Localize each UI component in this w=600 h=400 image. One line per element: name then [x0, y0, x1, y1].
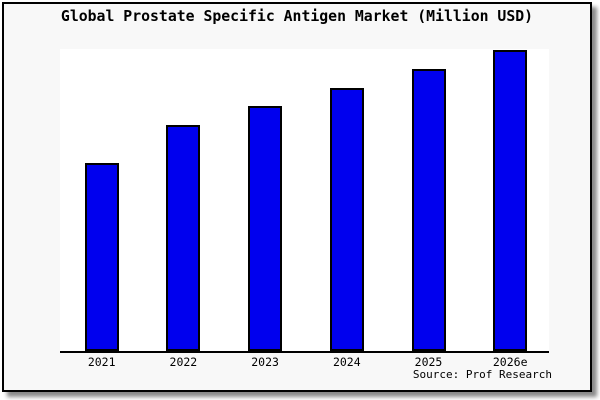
bar-2021: [84, 163, 119, 351]
x-tick-label-2022: 2022: [169, 355, 198, 369]
chart-panel: Global Prostate Specific Antigen Market …: [2, 2, 592, 392]
x-tick-label-2023: 2023: [251, 355, 279, 369]
bar-2022: [166, 125, 201, 351]
x-tick-label-2024: 2024: [332, 355, 361, 369]
x-tick-label-2025: 2025: [414, 355, 443, 369]
bar-2026e: [493, 50, 528, 351]
bar-2024: [329, 88, 364, 351]
x-tick-label-2026e: 2026e: [492, 355, 528, 369]
source-credit: Source: Prof Research: [412, 368, 552, 381]
x-axis: 2021 2022 2023 2024 2025 2026e: [60, 355, 549, 371]
plot-area: [60, 49, 549, 353]
x-tick-label-2021: 2021: [87, 355, 116, 369]
bar-2025: [411, 69, 446, 351]
bar-2023: [248, 106, 283, 351]
chart-title: Global Prostate Specific Antigen Market …: [60, 8, 534, 25]
